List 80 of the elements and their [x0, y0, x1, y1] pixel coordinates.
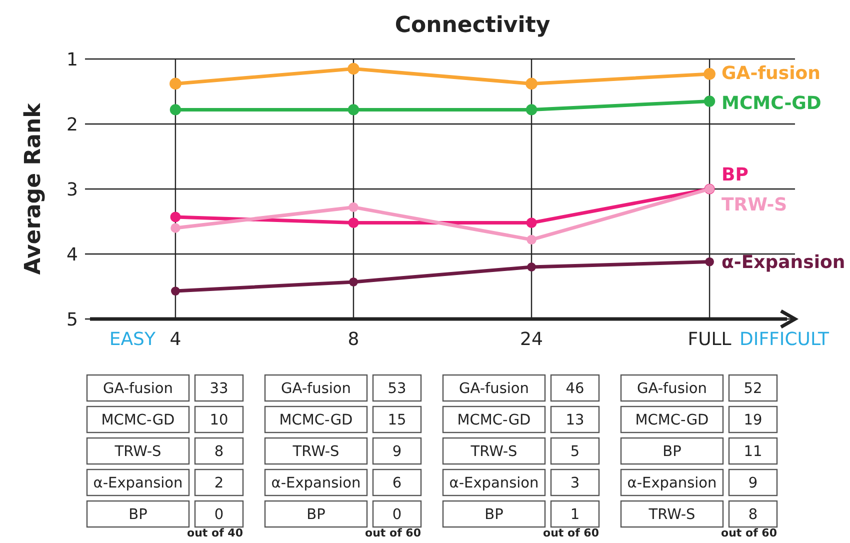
data-label: 46	[566, 381, 584, 398]
category-label: TRW-S	[470, 444, 518, 460]
x-tick-label: FULL	[688, 329, 732, 350]
data-label: 1	[570, 507, 580, 524]
point	[170, 78, 182, 90]
point	[171, 286, 180, 296]
y-axis-title: Average Rank	[21, 102, 46, 275]
point	[705, 257, 714, 266]
chart-title: Connectivity	[394, 13, 550, 38]
text: out of 40	[187, 526, 244, 540]
category-label: TRW-S	[292, 444, 340, 460]
text: EASY	[109, 329, 156, 350]
point	[526, 104, 538, 116]
data-label: 9	[392, 444, 402, 460]
category-label: GA-fusion	[280, 381, 352, 398]
point	[526, 234, 536, 245]
data-label: 8	[214, 444, 224, 460]
point	[704, 96, 716, 107]
series-label: GA-fusion	[722, 62, 820, 84]
text: out of 60	[365, 526, 422, 540]
point	[170, 223, 180, 233]
point	[348, 62, 360, 75]
point	[348, 202, 358, 212]
text: out of 60	[543, 526, 600, 540]
category-label: TRW-S	[648, 507, 696, 524]
point	[526, 218, 537, 228]
x-tick-label: 24	[520, 329, 543, 350]
category-label: MCMC-GD	[635, 412, 709, 429]
data-label: 19	[744, 412, 762, 429]
data-label: 3	[570, 476, 580, 492]
text: out of 60	[721, 526, 778, 540]
series-label: MCMC-GD	[722, 92, 822, 114]
category-label: BP	[484, 507, 504, 524]
point	[170, 104, 182, 116]
y-tick-label: 1	[66, 49, 78, 70]
series-label: BP	[722, 164, 748, 186]
category-label: GA-fusion	[636, 381, 708, 398]
data-label: 13	[566, 412, 584, 429]
data-label: 8	[748, 507, 758, 524]
data-label: 6	[392, 476, 402, 492]
category-label: BP	[128, 507, 148, 524]
x-tick-label: 4	[170, 329, 182, 350]
category-label: BP	[306, 507, 326, 524]
data-label: 10	[210, 412, 228, 429]
point	[704, 68, 716, 80]
data-label: 11	[744, 444, 762, 460]
category-label: MCMC-GD	[101, 412, 175, 429]
series-label: α-Expansion	[722, 252, 846, 274]
point	[349, 278, 358, 286]
data-label: 9	[748, 476, 758, 492]
data-label: 15	[388, 412, 406, 429]
category-label: GA-fusion	[458, 381, 530, 398]
data-label: 33	[210, 381, 228, 398]
y-tick-label: 5	[66, 309, 78, 330]
point	[348, 218, 359, 228]
data-label: 0	[214, 507, 224, 524]
y-tick-label: 4	[66, 244, 78, 266]
category-label: α-Expansion	[449, 476, 539, 492]
point	[170, 212, 181, 222]
category-label: MCMC-GD	[457, 412, 531, 429]
point	[527, 262, 536, 272]
category-label: α-Expansion	[271, 476, 361, 492]
point	[526, 78, 538, 90]
y-tick-label: 2	[66, 114, 78, 136]
category-label: α-Expansion	[627, 476, 717, 492]
text: DIFFICULT	[740, 329, 830, 350]
point	[348, 104, 360, 116]
data-label: 2	[214, 476, 224, 492]
data-label: 53	[388, 381, 406, 398]
category-label: α-Expansion	[93, 476, 183, 492]
category-label: TRW-S	[114, 444, 162, 460]
data-label: 52	[744, 381, 762, 398]
y-tick-label: 3	[66, 179, 78, 200]
data-label: 0	[392, 507, 402, 524]
category-label: BP	[662, 444, 682, 460]
x-tick-label: 8	[348, 329, 360, 350]
data-label: 5	[570, 444, 580, 460]
series-label: TRW-S	[722, 194, 788, 216]
category-label: GA-fusion	[102, 381, 174, 398]
category-label: MCMC-GD	[279, 412, 353, 429]
